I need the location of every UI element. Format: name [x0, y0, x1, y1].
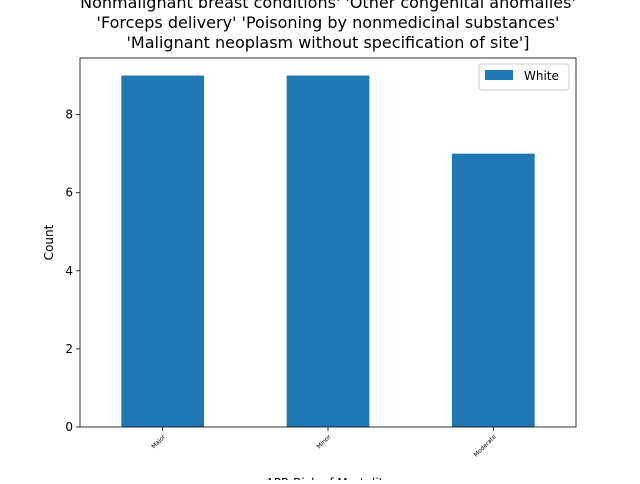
y-axis-label: Count [42, 224, 56, 260]
bar [121, 75, 204, 428]
plot-frame [79, 57, 577, 428]
legend-label: White [524, 69, 559, 83]
chart-title: 'Forceps delivery' 'Poisoning by nonmedi… [97, 13, 560, 32]
y-tick-label: 2 [65, 342, 73, 356]
bar [286, 75, 370, 428]
x-tick-label: Major [150, 433, 167, 450]
bar [452, 153, 535, 427]
legend: White [478, 63, 570, 91]
y-tick-label: 6 [65, 186, 73, 200]
y-tick-label: 0 [65, 420, 73, 434]
x-axis-label: APR Risk of Mortality [266, 476, 391, 480]
y-tick-label: 4 [65, 264, 73, 278]
y-tick-label: 8 [65, 108, 73, 122]
legend-swatch [485, 70, 513, 80]
chart-title: Nonmalignant breast conditions' 'Other c… [80, 0, 576, 12]
x-tick-label: Minor [316, 433, 333, 450]
x-tick-label: Moderate [473, 433, 498, 458]
chart-title: 'Malignant neoplasm without specificatio… [127, 33, 530, 52]
